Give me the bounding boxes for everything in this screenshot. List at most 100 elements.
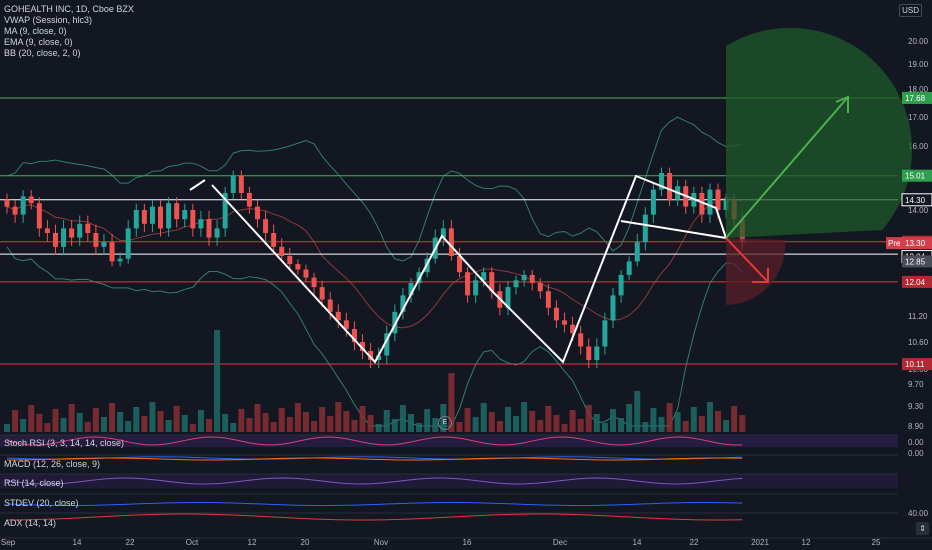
candle [214, 228, 220, 238]
candle [707, 189, 713, 215]
volume-bar [117, 412, 124, 432]
volume-bar [327, 416, 334, 432]
price-tick: 10.60 [908, 338, 929, 347]
bb-indicator-label[interactable]: BB (20, close, 2, 0) [4, 48, 81, 58]
price-tick: 19.00 [908, 60, 929, 69]
volume-bar [238, 409, 245, 432]
time-label: 14 [73, 538, 82, 547]
ma-indicator-label[interactable]: MA (9, close, 0) [4, 26, 67, 36]
pre-market-tag [886, 237, 902, 250]
volume-bar [270, 422, 277, 432]
volume-bar [44, 423, 51, 432]
volume-bar [133, 407, 140, 432]
candle [384, 333, 390, 356]
volume-bar [319, 407, 326, 432]
volume-bar [448, 373, 455, 432]
pattern-start [189, 179, 206, 191]
volume-bar [165, 420, 172, 432]
price-tick: 14.00 [908, 206, 929, 215]
candle [610, 295, 616, 321]
candle [12, 206, 18, 215]
candle [440, 228, 446, 238]
time-label: 12 [802, 538, 811, 547]
candle [85, 223, 91, 233]
macd-label[interactable]: MACD (12, 26, close, 9) [4, 459, 101, 469]
stdev-label[interactable]: STDEV (20, close) [4, 498, 79, 508]
candle [448, 228, 454, 256]
volume-bar [367, 415, 374, 432]
stoch-rsi-label[interactable]: Stoch RSI (3, 3, 14, 14, close) [4, 438, 125, 448]
price-tick: 9.30 [908, 402, 924, 411]
volume-bar [456, 422, 463, 432]
volume-bar [302, 412, 309, 432]
volume-bar [222, 414, 229, 432]
volume-bar [553, 415, 560, 432]
price-tick: 18.00 [908, 85, 929, 94]
candle [287, 256, 293, 265]
price-label: 10.11 [905, 360, 925, 369]
auto-scale-button[interactable]: ⇕ [916, 522, 929, 535]
volume-bar [189, 424, 196, 432]
volume-bar [383, 410, 390, 432]
candle [246, 193, 252, 207]
volume-bar [529, 411, 536, 432]
candle [238, 176, 244, 193]
time-label: 25 [872, 538, 881, 547]
earnings-icon[interactable]: E [438, 416, 452, 430]
time-label: 22 [690, 538, 699, 547]
volume-bar [335, 402, 342, 432]
volume-bar [173, 406, 180, 432]
volume-bar [343, 411, 350, 432]
symbol-title[interactable]: GOHEALTH INC, 1D, Cboe BZX [4, 4, 134, 14]
time-label: 14 [633, 538, 642, 547]
price-tick: 9.70 [908, 380, 924, 389]
time-label: 2021 [751, 538, 769, 547]
candle [618, 274, 624, 296]
pattern-line [211, 174, 727, 364]
volume-bar [610, 409, 616, 432]
candle [69, 228, 75, 238]
candle [206, 219, 212, 238]
candle [125, 228, 131, 259]
volume-bar [36, 414, 43, 432]
candle [166, 203, 172, 229]
candle [634, 242, 640, 262]
volume-bar [375, 424, 382, 432]
volume-bar [480, 403, 487, 432]
price-label-bg [902, 255, 932, 268]
candle [327, 299, 333, 312]
candle [295, 264, 301, 270]
candle [650, 189, 656, 215]
volume-bar [706, 402, 713, 432]
candle [400, 295, 406, 312]
stdev-line [6, 501, 743, 506]
price-tick: 11.20 [908, 312, 928, 321]
volume-bar [286, 417, 293, 432]
candle [562, 320, 568, 325]
candle [263, 219, 269, 233]
time-label: 22 [126, 538, 135, 547]
price-label: 15.01 [905, 172, 926, 181]
time-label: Sep [1, 538, 16, 547]
ema-indicator-label[interactable]: EMA (9, close, 0) [4, 37, 73, 47]
volume-bar [739, 415, 746, 432]
time-label: Oct [186, 538, 199, 547]
rsi-label[interactable]: RSI (14, close) [4, 478, 64, 488]
adx-label[interactable]: ADX (14, 14) [4, 518, 57, 528]
volume-bar [618, 418, 625, 432]
time-label: Nov [374, 538, 388, 547]
candle [658, 173, 664, 190]
volume-bar [149, 402, 156, 432]
vwap-indicator-label[interactable]: VWAP (Session, hlc3) [4, 15, 93, 25]
candle [109, 242, 115, 262]
currency-label[interactable]: USD [899, 4, 922, 17]
candle [545, 291, 551, 308]
volume-bar [682, 421, 689, 432]
candle [489, 272, 495, 292]
volume-bar [262, 413, 269, 432]
price-label-bg [901, 193, 932, 207]
candle [141, 210, 147, 224]
candle [456, 256, 462, 273]
candle [715, 189, 721, 210]
